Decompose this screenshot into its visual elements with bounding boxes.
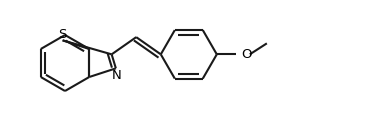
- Text: S: S: [59, 28, 67, 41]
- Text: O: O: [241, 48, 251, 61]
- Text: N: N: [112, 69, 122, 82]
